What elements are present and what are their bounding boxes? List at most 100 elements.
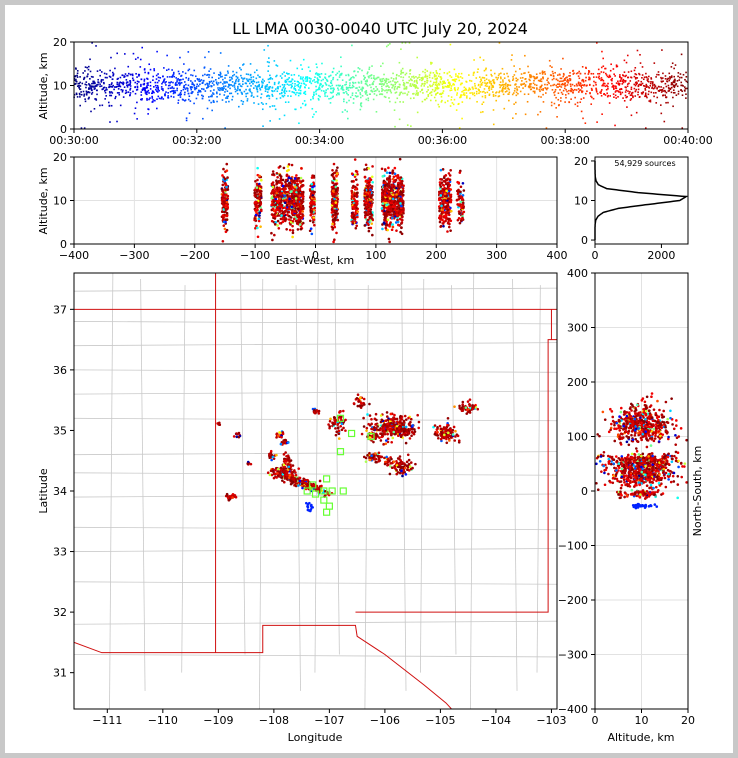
source-point xyxy=(184,99,186,102)
source-point xyxy=(108,75,111,78)
source-point xyxy=(334,185,338,189)
source-point xyxy=(560,80,562,83)
source-point xyxy=(157,73,159,75)
source-point xyxy=(296,91,298,94)
source-point xyxy=(285,72,288,75)
source-point xyxy=(120,81,123,84)
source-point xyxy=(302,76,304,79)
source-point xyxy=(439,190,443,193)
source-point xyxy=(234,88,236,90)
source-point xyxy=(335,174,338,178)
source-point xyxy=(199,83,201,86)
source-point xyxy=(462,89,465,92)
source-point xyxy=(186,90,189,92)
source-point xyxy=(427,89,430,91)
source-point xyxy=(100,71,103,73)
source-point xyxy=(439,76,442,78)
source-point xyxy=(350,172,354,176)
source-point xyxy=(141,98,143,100)
source-point xyxy=(349,87,352,89)
source-point xyxy=(564,83,566,85)
source-point xyxy=(627,76,630,79)
source-point xyxy=(361,95,364,97)
source-point xyxy=(541,84,543,87)
source-point xyxy=(390,91,393,94)
source-point xyxy=(645,86,648,88)
source-point xyxy=(366,218,370,222)
source-point xyxy=(581,79,583,82)
source-point xyxy=(288,215,291,218)
source-point xyxy=(93,107,96,110)
source-point xyxy=(461,77,464,79)
source-point xyxy=(209,95,212,98)
source-point xyxy=(436,92,439,94)
source-point xyxy=(576,101,579,104)
source-point xyxy=(184,72,187,75)
source-point xyxy=(299,219,302,223)
source-point xyxy=(283,89,286,91)
source-point xyxy=(82,90,85,93)
source-point xyxy=(481,76,484,79)
source-point xyxy=(308,87,310,89)
panel-1-ticks: 00:30:00 00:32:00 00:34:00 00:36:00 00:38:00… xyxy=(49,36,712,147)
source-point xyxy=(85,90,88,93)
source-point xyxy=(445,178,449,181)
source-point xyxy=(180,89,183,92)
source-point xyxy=(490,82,493,85)
source-point xyxy=(338,85,341,87)
source-point xyxy=(299,199,303,203)
source-point xyxy=(79,96,81,98)
source-point xyxy=(357,95,359,98)
source-point xyxy=(300,192,303,196)
source-point xyxy=(245,88,247,91)
source-point xyxy=(442,82,445,85)
source-point xyxy=(273,60,276,62)
source-point xyxy=(366,94,369,96)
source-point xyxy=(363,224,367,227)
source-point xyxy=(656,73,658,76)
source-point xyxy=(665,101,667,104)
source-point xyxy=(306,77,309,80)
source-point xyxy=(206,83,209,85)
source-point xyxy=(308,77,311,80)
source-point xyxy=(271,238,274,242)
source-point xyxy=(555,96,557,99)
source-point xyxy=(84,83,87,86)
source-point xyxy=(484,82,486,84)
source-point xyxy=(136,82,139,85)
source-point xyxy=(91,91,94,94)
source-point xyxy=(674,78,676,81)
source-point xyxy=(126,81,128,83)
source-point xyxy=(223,210,226,214)
source-point xyxy=(318,86,321,88)
source-point xyxy=(293,181,297,185)
source-point xyxy=(267,65,270,67)
source-point xyxy=(585,76,587,79)
source-point xyxy=(298,194,302,198)
source-point xyxy=(340,72,343,75)
source-point xyxy=(422,70,424,73)
source-point xyxy=(582,117,584,120)
source-point xyxy=(351,44,353,47)
source-point xyxy=(278,165,282,168)
source-point xyxy=(148,92,150,94)
source-point xyxy=(399,202,402,205)
source-point xyxy=(523,82,526,85)
source-point xyxy=(630,76,632,79)
source-point xyxy=(273,83,276,86)
source-point xyxy=(111,71,114,74)
source-point xyxy=(381,78,383,80)
source-point xyxy=(87,68,90,71)
source-point xyxy=(143,82,146,85)
source-point xyxy=(590,95,592,98)
source-point xyxy=(443,192,447,196)
source-point xyxy=(449,89,451,92)
source-point xyxy=(596,121,598,123)
source-point xyxy=(84,66,87,68)
source-point xyxy=(332,176,336,180)
source-point xyxy=(271,87,274,89)
source-point xyxy=(276,219,280,223)
source-point xyxy=(90,110,92,113)
source-point xyxy=(149,81,152,84)
source-point xyxy=(176,89,178,92)
